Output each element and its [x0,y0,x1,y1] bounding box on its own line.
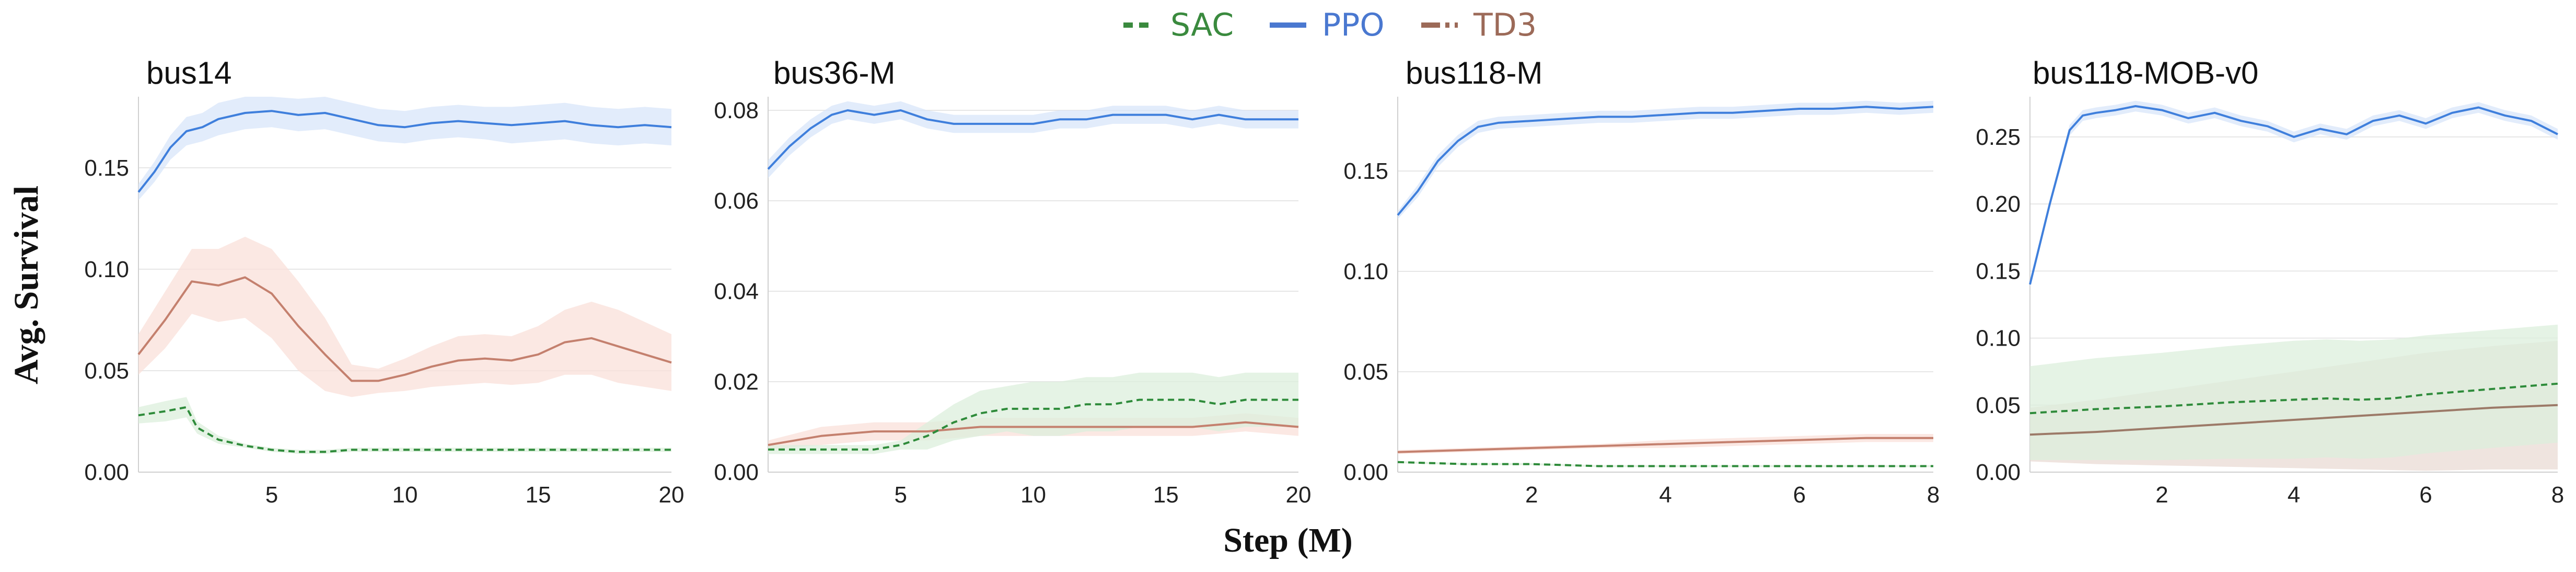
y-tick-label: 0.00 [1343,460,1388,485]
axes [1397,97,1933,473]
line-ppo [1397,106,1934,216]
band-ppo [138,97,671,200]
y-tick-label: 0.00 [84,460,129,485]
confidence-bands [2030,100,2558,471]
y-tick-label: 0.06 [714,188,759,214]
line-td3 [2029,404,2558,436]
y-tick-label: 0.02 [714,369,759,395]
y-tick-label: 0.10 [1976,326,2021,351]
series-lines [1397,106,1934,467]
series-lines [2029,105,2558,436]
confidence-bands [1398,100,1933,467]
grid [1398,170,1933,373]
x-tick-label: 4 [2288,482,2300,508]
x-tick-label: 6 [1793,482,1806,508]
band-sac [768,372,1298,454]
y-tick-label: 0.05 [84,358,129,384]
line-ppo [137,110,672,193]
axes [768,97,1298,473]
y-tick-label: 0.15 [84,155,129,181]
x-tick-label: 6 [2419,482,2432,508]
x-tick-label: 10 [1020,482,1046,508]
x-tick-label: 5 [895,482,907,508]
y-tick-label: 0.10 [84,257,129,282]
line-sac [2029,382,2558,415]
tick-labels: 0.00 0.05 0.10 0.15 2 4 6 8 [1343,158,1940,508]
panel-title: bus36-M [773,55,895,90]
x-tick-label: 10 [392,482,418,508]
y-tick-label: 0.04 [714,279,759,304]
x-tick-label: 15 [526,482,551,508]
y-tick-label: 0.00 [1976,460,2021,485]
x-tick-label: 8 [1927,482,1940,508]
panel-3: bus118-M 0.00 0.05 0.10 0.15 2 4 6 8 [1343,55,1940,508]
band-ppo [1398,100,1933,220]
band-ppo [2030,100,2558,288]
grid [768,109,1298,382]
y-tick-label: 0.05 [1343,359,1388,385]
y-tick-label: 0.00 [714,460,759,485]
x-tick-label: 15 [1153,482,1179,508]
x-tick-label: 2 [2155,482,2168,508]
confidence-bands [768,101,1298,454]
y-tick-label: 0.08 [714,98,759,123]
x-tick-label: 20 [659,482,684,508]
line-td3 [137,276,672,382]
y-tick-label: 0.20 [1976,191,2021,217]
band-ppo [768,101,1298,178]
tick-labels: 0.00 0.02 0.04 0.06 0.08 5 10 15 20 [714,98,1311,508]
band-sac [2030,324,2558,460]
band-sac [138,397,671,454]
line-sac [1397,461,1933,467]
panel-title: bus118-M [1406,55,1542,90]
line-sac [138,406,671,453]
line-ppo [767,109,1298,170]
legend: SAC PPO TD3 [1123,7,1537,43]
x-tick-label: 4 [1659,482,1672,508]
confidence-bands [138,97,671,454]
y-axis-label: Avg. Survival [7,186,45,384]
tick-labels: 0.00 0.05 0.10 0.15 0.20 0.25 2 4 6 8 [1976,124,2564,508]
panel-title: bus118-MOB-v0 [2033,55,2258,90]
panel-4: bus118-MOB-v0 0.00 0.05 0.10 0.15 0.20 0.25 2 4… [1976,55,2564,508]
legend-label-ppo: PPO [1322,7,1385,43]
y-tick-label: 0.25 [1976,124,2021,150]
y-tick-label: 0.15 [1343,158,1388,184]
line-td3 [1397,437,1933,453]
y-tick-label: 0.15 [1976,258,2021,284]
x-tick-label: 5 [265,482,278,508]
panel-2: bus36-M 0.00 0.02 0.04 0.06 0.08 5 10 15 20 [714,55,1311,508]
y-tick-label: 0.10 [1343,259,1388,284]
series-lines [137,110,672,453]
line-ppo [2029,105,2558,285]
panel-title: bus14 [146,55,231,90]
series-lines [767,109,1299,451]
legend-label-sac: SAC [1170,7,1234,43]
x-tick-label: 20 [1286,482,1312,508]
tick-labels: 0.00 0.05 0.10 0.15 5 10 15 20 [84,155,684,508]
line-td3 [768,421,1299,447]
y-tick-label: 0.05 [1976,393,2021,418]
legend-label-td3: TD3 [1473,7,1537,43]
x-axis-label: Step (M) [1223,521,1352,559]
panel-1: bus14 0.00 0.05 0.10 0.15 5 10 15 20 [84,55,684,508]
x-tick-label: 2 [1525,482,1538,508]
band-td3 [138,236,671,397]
x-tick-label: 8 [2551,482,2564,508]
line-sac [768,398,1298,451]
